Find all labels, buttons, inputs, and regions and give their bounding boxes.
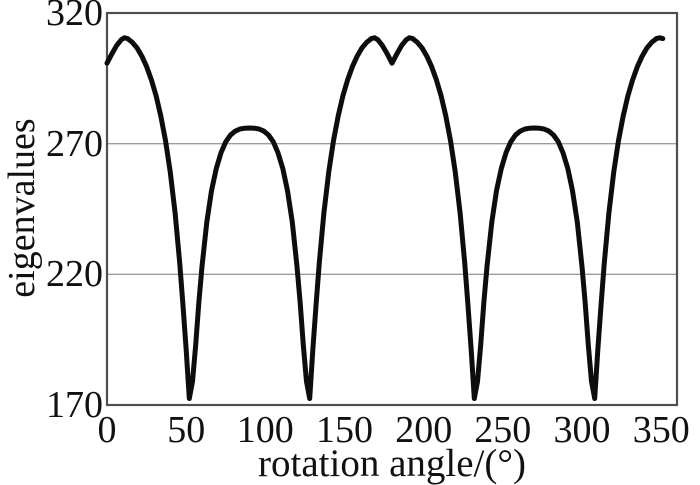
x-tick-label-100: 100 (236, 409, 294, 451)
y-tick-label-320: 320 (46, 0, 103, 34)
gridlines (107, 143, 677, 275)
x-tick-label-350: 350 (632, 409, 690, 451)
x-tick-label-0: 0 (97, 409, 117, 451)
x-tick-label-150: 150 (316, 409, 373, 451)
x-tick-label-50: 50 (167, 409, 206, 451)
x-tick-label-200: 200 (395, 409, 453, 451)
x-tick-label-250: 250 (474, 409, 532, 451)
y-tick-label-270: 270 (46, 122, 103, 165)
x-tick-label-300: 300 (553, 409, 611, 451)
eigenvalues-curve (104, 35, 666, 401)
x-axis-title: rotation angle/(°) (258, 442, 526, 485)
y-tick-label-220: 220 (46, 253, 103, 296)
y-tick-label-170: 170 (46, 384, 103, 426)
plot-border (105, 11, 679, 407)
y-axis-title: eigenvalues (1, 118, 43, 298)
